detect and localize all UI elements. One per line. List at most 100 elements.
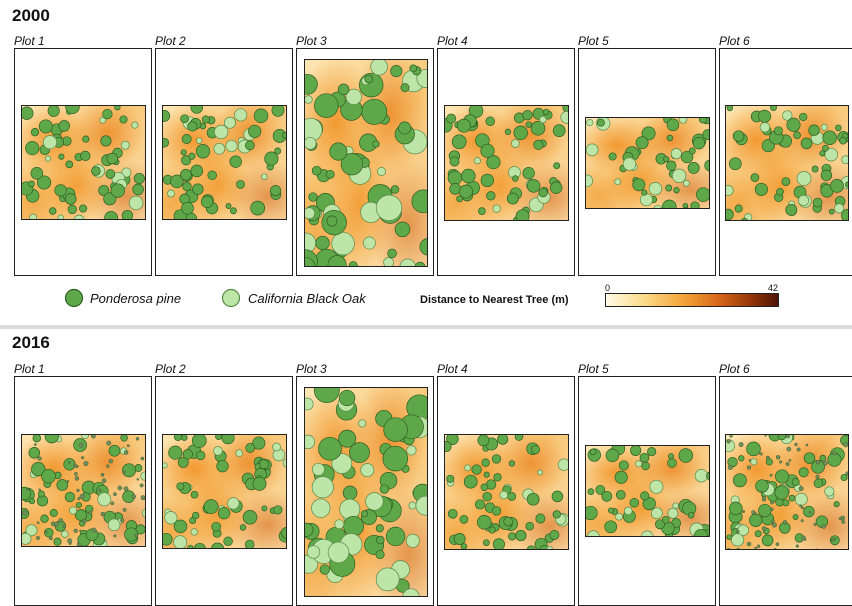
black-oak-crown [639,193,653,207]
seedling-dot [754,546,758,549]
black-oak-crown [650,507,663,520]
ponderosa-pine-crown [543,108,550,116]
ponderosa-pine-crown [319,564,330,575]
ponderosa-pine-crown [639,452,650,463]
ponderosa-pine-crown [822,144,829,152]
black-oak-crown [69,506,78,515]
ponderosa-pine-crown [192,511,200,520]
seedling-dot [38,488,41,491]
ponderosa-pine-crown [503,516,514,527]
distance-map [444,105,569,221]
ponderosa-pine-crown [666,160,677,171]
black-oak-crown [375,567,400,592]
ponderosa-pine-crown [314,93,339,118]
black-oak-crown [164,511,178,525]
seedling-dot [845,471,848,476]
seedling-dot [81,456,85,460]
plot-label-2016-4: Plot 4 [437,362,468,376]
ponderosa-pine-crown [64,491,76,503]
ponderosa-pine-crown [629,498,640,508]
ponderosa-pine-crown [163,109,171,122]
black-oak-crown [190,528,198,536]
seedling-dot [815,460,821,465]
ponderosa-pine-crown [343,515,364,537]
ponderosa-pine-crown [375,549,385,560]
ponderosa-pine-crown [106,152,118,165]
ponderosa-pine-crown [181,201,194,215]
ponderosa-pine-crown [173,435,183,441]
ponderosa-pine-crown [775,469,790,484]
seedling-dot [764,435,767,437]
seedling-dot [843,442,848,448]
ponderosa-pine-crown [791,478,800,486]
ponderosa-pine-crown [522,166,535,180]
plot-label-2016-6: Plot 6 [719,362,750,376]
seedling-dot [79,529,82,533]
ponderosa-pine-crown [207,170,217,181]
ponderosa-pine-crown [663,155,670,163]
ponderosa-pine-crown [693,528,709,536]
ponderosa-pine-crown [22,106,34,120]
black-oak-crown [759,122,771,133]
colorbar-title: Distance to Nearest Tree (m) [420,294,569,306]
ponderosa-pine-crown [754,182,768,196]
legend-label-ponderosa: Ponderosa pine [90,291,182,306]
seedling-dot [805,443,809,447]
ponderosa-pine-crown [608,152,617,161]
ponderosa-pine-crown [474,499,486,510]
seedling-dot [100,472,105,477]
ponderosa-pine-crown [182,449,193,460]
ponderosa-pine-crown [508,460,516,467]
tree-crowns [163,106,286,219]
tree-crowns [22,106,145,219]
ponderosa-pine-crown [122,463,136,478]
seedling-dot [113,492,117,497]
ponderosa-pine-crown [692,137,706,150]
ponderosa-pine-crown [415,261,426,266]
ponderosa-pine-crown [337,83,350,96]
black-oak-crown [61,530,69,538]
plot-panel-2016-5 [578,376,716,606]
ponderosa-pine-crown [550,181,563,194]
ponderosa-pine-crown [667,458,677,468]
seedling-dot [113,534,117,538]
ponderosa-pine-crown [58,153,65,160]
ponderosa-pine-crown [133,172,145,185]
ponderosa-pine-crown [398,121,412,135]
ponderosa-pine-crown [513,125,528,140]
ponderosa-pine-crown [79,204,88,213]
ponderosa-pine-crown [506,192,519,205]
black-oak-crown [797,194,810,207]
ponderosa-pine-crown [841,208,848,220]
ponderosa-pine-crown [551,490,564,503]
ponderosa-pine-crown [110,183,125,198]
ponderosa-pine-crown [30,128,40,137]
seedling-dot [771,519,775,523]
distance-map [304,59,428,267]
ponderosa-pine-crown [666,118,680,132]
plot-label-2000-2: Plot 2 [155,34,186,48]
seedling-dot [746,465,752,470]
ponderosa-pine-crown [453,533,466,545]
ponderosa-pine-crown [647,447,657,457]
black-oak-crown [672,502,679,509]
black-oak-crown [121,167,132,178]
black-oak-crown [557,458,568,471]
black-oak-crown [305,434,316,450]
ponderosa-pine-crown [535,513,546,524]
section-divider [0,325,852,329]
ponderosa-pine-crown [28,180,35,188]
ponderosa-pine-crown [683,206,689,208]
ponderosa-pine-crown [308,192,318,202]
black-oak-swatch [221,288,241,308]
ponderosa-pine-crown [229,207,237,215]
ponderosa-pine-crown [215,435,223,440]
seedling-dot [82,518,87,524]
ponderosa-pine-crown [640,491,650,501]
ponderosa-pine-crown [121,209,134,219]
ponderosa-pine-crown [798,467,809,478]
ponderosa-pine-crown [387,248,397,259]
ponderosa-pine-crown [750,173,760,182]
ponderosa-pine-crown [385,526,406,547]
ponderosa-pine-crown [364,74,374,84]
